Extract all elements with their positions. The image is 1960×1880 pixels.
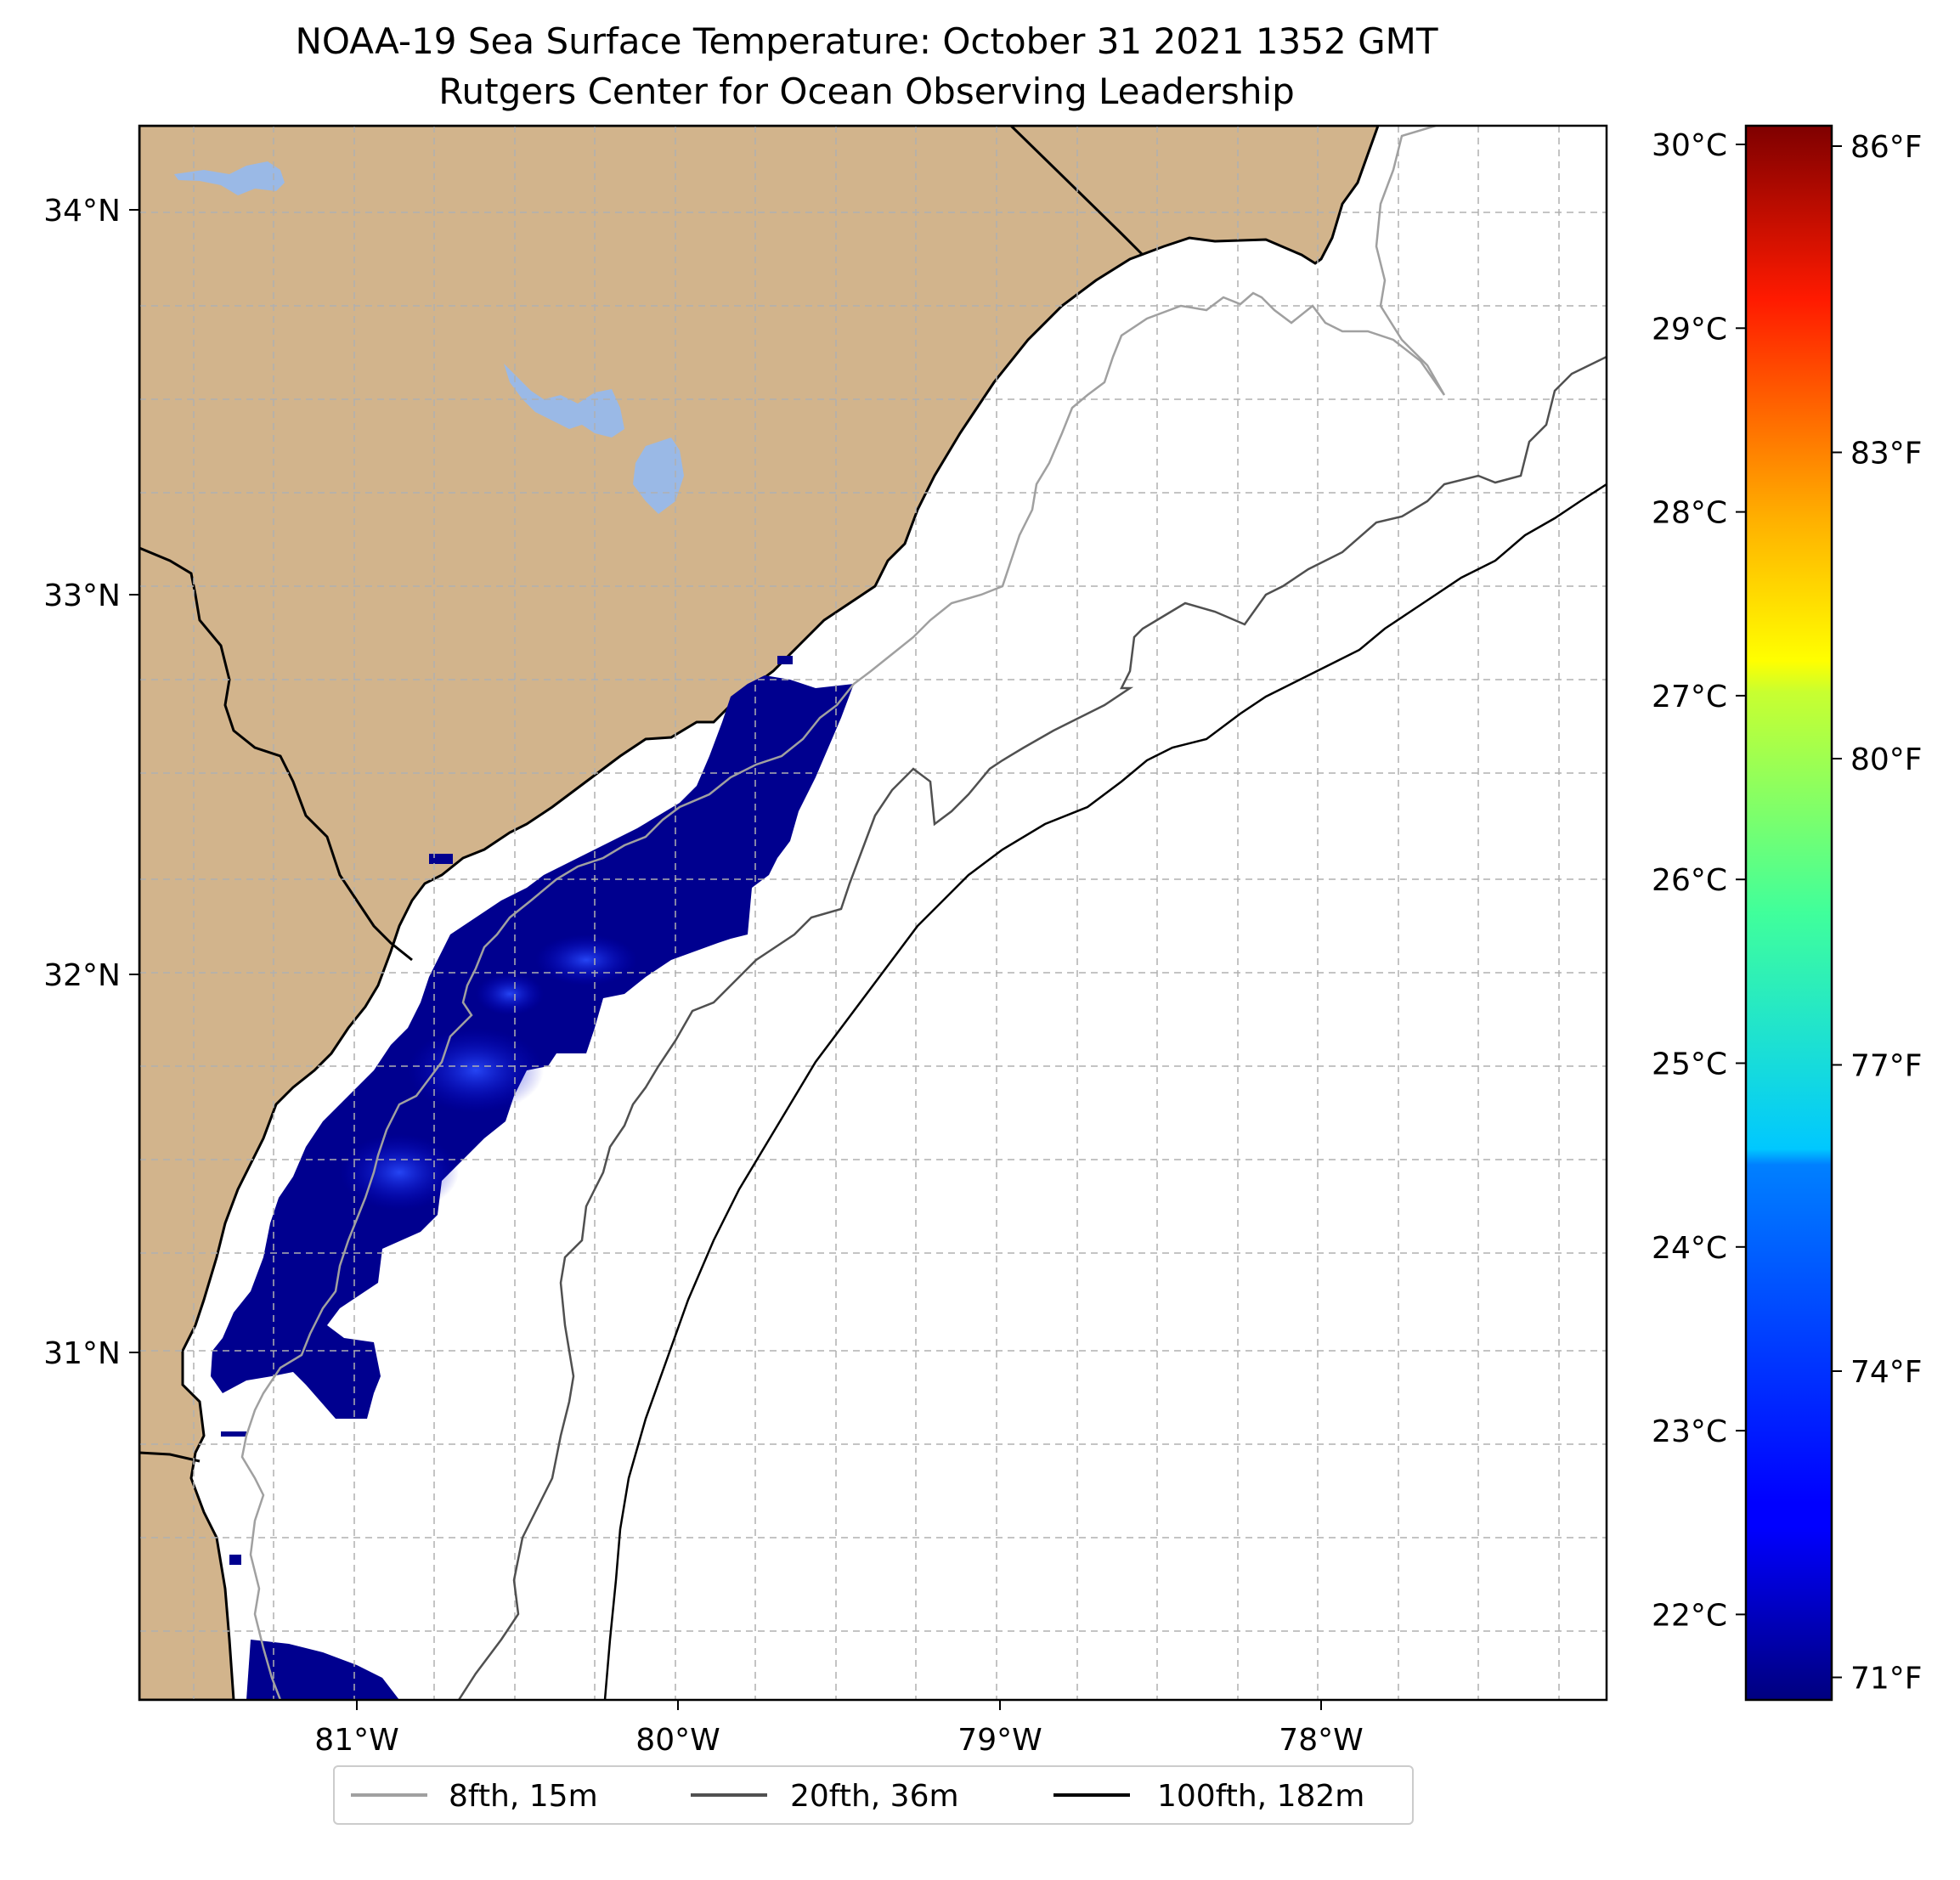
contour-100fth	[603, 483, 1607, 1700]
celsius-tick-label: 23°C	[1652, 1414, 1727, 1449]
state-border-sc-ga	[139, 546, 413, 962]
fahrenheit-ticks: 86°F 83°F 80°F 77°F 74°F 71°F	[1832, 130, 1923, 1697]
fahrenheit-tick-label: 83°F	[1850, 437, 1923, 471]
celsius-tick-label: 24°C	[1652, 1231, 1727, 1266]
sst-pixel-3	[777, 656, 793, 664]
lat-tick-33n: 33°N	[43, 579, 121, 613]
title-line-1: NOAA-19 Sea Surface Temperature: October…	[295, 20, 1438, 62]
gridlines	[139, 126, 1607, 1700]
sst-warm-core-2	[408, 1028, 544, 1113]
map-frame	[138, 124, 1608, 1702]
lake-nc	[174, 161, 285, 195]
legend-label-8fth: 8fth, 15m	[449, 1779, 598, 1814]
fahrenheit-tick-label: 80°F	[1850, 742, 1923, 777]
sst-pixel-1	[221, 1431, 246, 1437]
fahrenheit-tick-label: 77°F	[1850, 1049, 1923, 1084]
lake-marion	[504, 364, 624, 438]
land	[139, 126, 1380, 1700]
fahrenheit-tick-label: 74°F	[1850, 1355, 1923, 1390]
sst-south-patch	[246, 1640, 399, 1700]
sst-warm-core-3	[340, 1134, 459, 1211]
lat-tick-34n: 34°N	[43, 194, 121, 229]
sst-pixel-2	[229, 1555, 241, 1565]
contour-8fth	[240, 126, 1446, 1700]
map-area	[139, 126, 1607, 1700]
celsius-ticks: 30°C 29°C 28°C 27°C 26°C 25°C 24°C 23°C 22°C	[1652, 128, 1746, 1633]
lon-tick-80w: 80°W	[635, 1723, 720, 1758]
sst-pixel-4	[429, 854, 453, 864]
celsius-tick-label: 26°C	[1652, 863, 1727, 898]
celsius-tick-label: 25°C	[1652, 1047, 1727, 1082]
fahrenheit-tick-label: 86°F	[1850, 130, 1923, 165]
lat-axis: 34°N 33°N 32°N 31°N	[43, 194, 139, 1371]
lon-tick-79w: 79°W	[957, 1723, 1042, 1758]
celsius-tick-label: 22°C	[1652, 1598, 1727, 1633]
sst-warm-core-4	[476, 973, 544, 1015]
lon-axis: 81°W 80°W 79°W 78°W	[314, 1700, 1364, 1758]
legend-box	[333, 1765, 1414, 1825]
state-border-nc-sc	[1009, 126, 1144, 257]
legend-label-100fth: 100fth, 182m	[1157, 1779, 1364, 1814]
colorbar-gradient	[1744, 124, 1833, 1702]
contour-20fth	[457, 355, 1607, 1700]
legend-label-20fth: 20fth, 36m	[790, 1779, 959, 1814]
celsius-tick-label: 29°C	[1652, 312, 1727, 347]
sst-swath	[211, 656, 854, 1700]
celsius-tick-label: 28°C	[1652, 496, 1727, 531]
title-line-2: Rutgers Center for Ocean Observing Leade…	[438, 71, 1295, 112]
state-border-fl-ga	[139, 1451, 201, 1463]
lat-tick-31n: 31°N	[43, 1336, 121, 1371]
celsius-tick-label: 27°C	[1652, 680, 1727, 714]
lat-tick-32n: 32°N	[43, 958, 121, 993]
legend: 8fth, 15m 20fth, 36m 100fth, 182m	[333, 1765, 1414, 1825]
sst-warm-core-1	[535, 934, 637, 985]
lon-tick-78w: 78°W	[1279, 1723, 1363, 1758]
lon-tick-81w: 81°W	[314, 1723, 398, 1758]
colorbar: 30°C 29°C 28°C 27°C 26°C 25°C 24°C 23°C 22°C 86°…	[1652, 124, 1923, 1702]
fahrenheit-tick-label: 71°F	[1850, 1662, 1923, 1697]
celsius-tick-label: 30°C	[1652, 128, 1727, 163]
lake-moultrie	[633, 438, 684, 514]
